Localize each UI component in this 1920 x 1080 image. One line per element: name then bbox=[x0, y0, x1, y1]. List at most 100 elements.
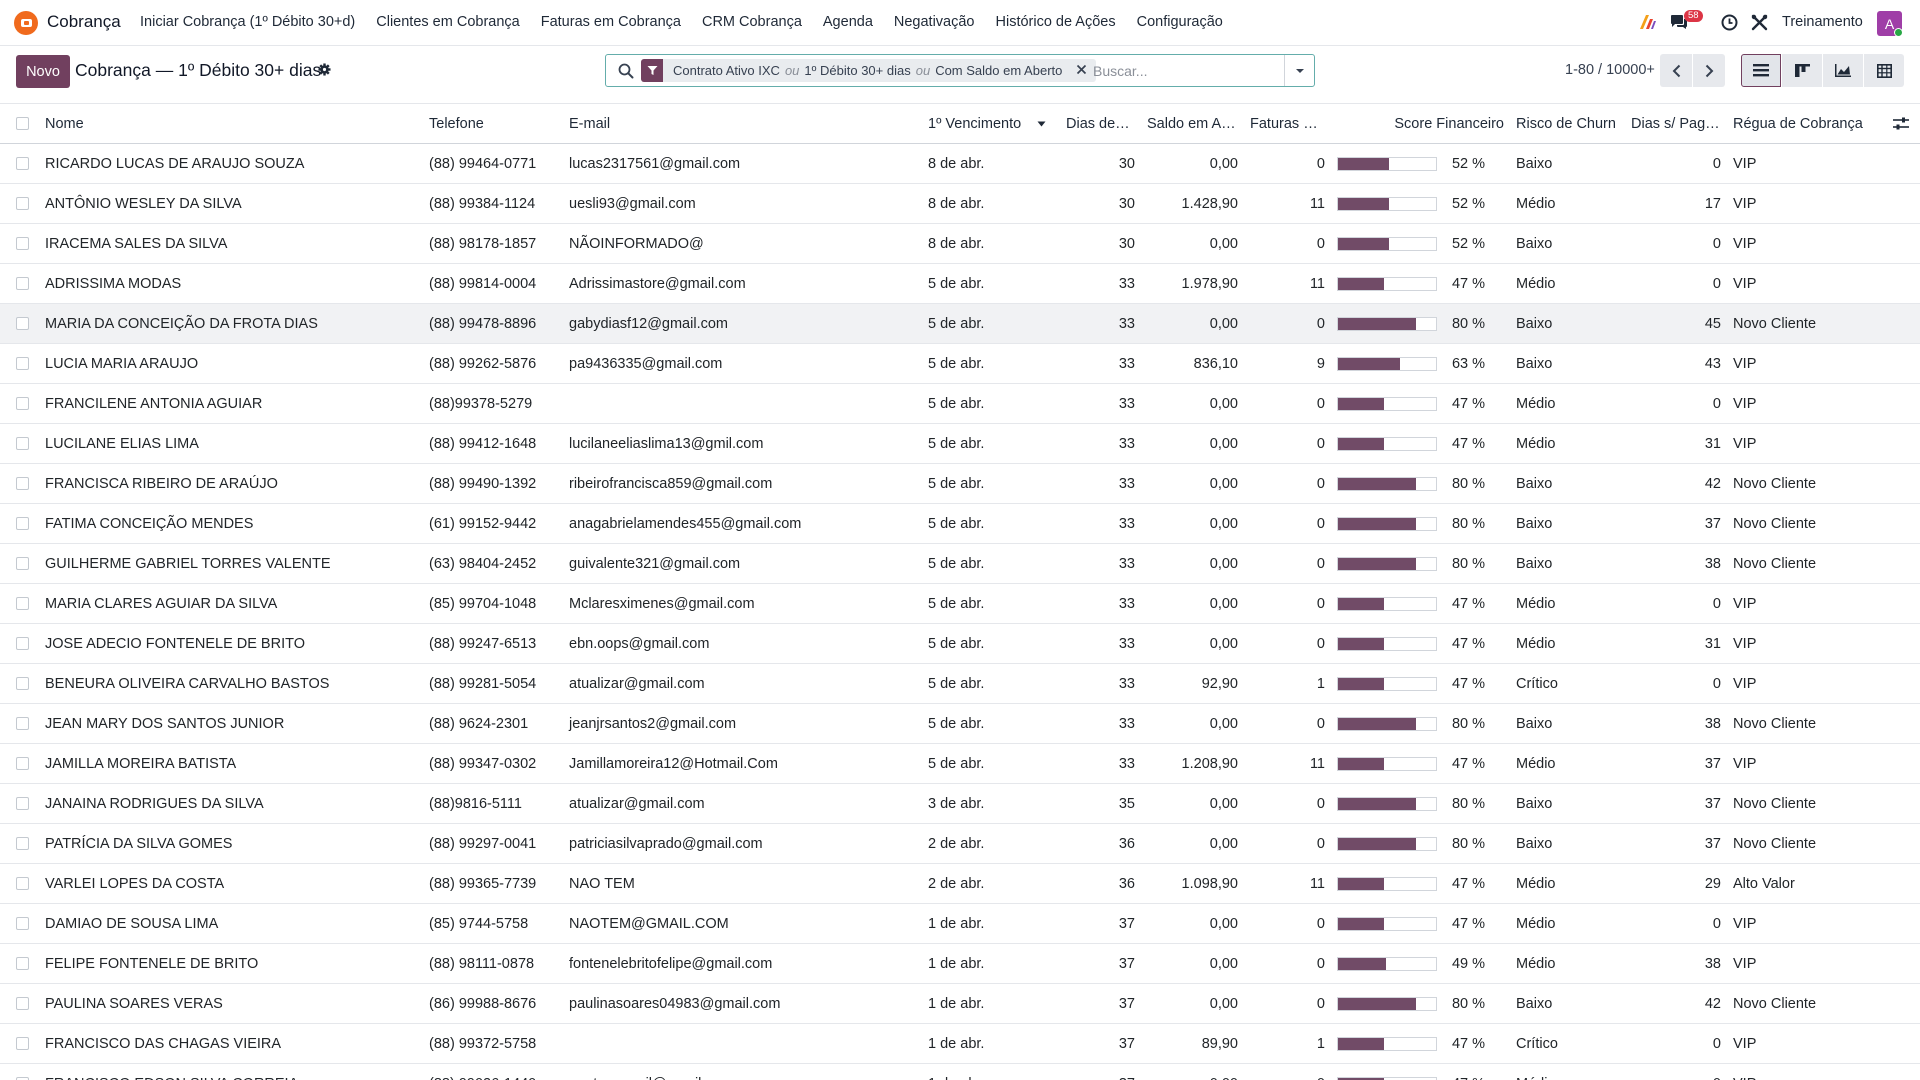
menu-item-iniciar-cobranca[interactable]: Iniciar Cobrança (1º Débito 30+d) bbox=[140, 14, 356, 30]
search-options-toggle[interactable] bbox=[1284, 55, 1314, 86]
table-row[interactable]: FATIMA CONCEIÇÃO MENDES (61) 99152-9442 an… bbox=[0, 504, 1920, 544]
row-select-cell[interactable] bbox=[0, 1064, 39, 1080]
table-row[interactable]: PATRÍCIA DA SILVA GOMES (88) 99297-0041 pa… bbox=[0, 824, 1920, 864]
row-select-cell[interactable] bbox=[0, 904, 39, 944]
row-select-cell[interactable] bbox=[0, 624, 39, 664]
menu-item-configuracao[interactable]: Configuração bbox=[1136, 14, 1223, 30]
table-row[interactable]: BENEURA OLIVEIRA CARVALHO BASTOS (88) 992… bbox=[0, 664, 1920, 704]
ai-icon[interactable] bbox=[1638, 12, 1658, 32]
row-checkbox[interactable] bbox=[16, 397, 29, 410]
row-checkbox[interactable] bbox=[16, 717, 29, 730]
table-row[interactable]: JEAN MARY DOS SANTOS JUNIOR (88) 9624-230… bbox=[0, 704, 1920, 744]
table-row[interactable]: ADRISSIMA MODAS (88) 99814-0004 Adrissimas… bbox=[0, 264, 1920, 304]
table-row[interactable]: FRANCISCO DAS CHAGAS VIEIRA (88) 99372-57… bbox=[0, 1024, 1920, 1064]
row-select-cell[interactable] bbox=[0, 584, 39, 624]
row-checkbox[interactable] bbox=[16, 437, 29, 450]
table-row[interactable]: MARIA DA CONCEIÇÃO DA FROTA DIAS (88) 994… bbox=[0, 303, 1920, 344]
row-checkbox[interactable] bbox=[16, 917, 29, 930]
table-row[interactable]: FRANCISCO EDSON SILVA CORREIA(88) 99026-… bbox=[0, 1064, 1920, 1080]
row-select-cell[interactable] bbox=[0, 1024, 39, 1064]
tools-icon[interactable] bbox=[1751, 14, 1768, 31]
row-select-cell[interactable] bbox=[0, 384, 39, 424]
menu-item-clientes-em-cobranca[interactable]: Clientes em Cobrança bbox=[376, 14, 520, 30]
column-header-name[interactable]: Nome bbox=[39, 103, 423, 144]
menu-item-negativacao[interactable]: Negativação bbox=[893, 14, 975, 30]
pivot-view-button[interactable] bbox=[1864, 54, 1904, 87]
row-checkbox[interactable] bbox=[16, 997, 29, 1010]
table-row[interactable]: MARIA CLARES AGUIAR DA SILVA (85) 99704-1… bbox=[0, 584, 1920, 624]
search-icon[interactable] bbox=[618, 63, 634, 79]
table-row[interactable]: FELIPE FONTENELE DE BRITO (88) 98111-0878… bbox=[0, 944, 1920, 984]
row-select-cell[interactable] bbox=[0, 184, 39, 224]
row-checkbox[interactable] bbox=[16, 797, 29, 810]
table-row[interactable]: JOSE ADECIO FONTENELE DE BRITO (88) 99247… bbox=[0, 624, 1920, 664]
select-all-checkbox[interactable] bbox=[16, 117, 29, 130]
row-select-cell[interactable] bbox=[0, 864, 39, 904]
menu-item-crm-cobranca[interactable]: CRM Cobrança bbox=[701, 14, 802, 30]
column-header-balance[interactable]: Saldo em Aberto bbox=[1141, 103, 1244, 144]
row-select-cell[interactable] bbox=[0, 984, 39, 1024]
column-header-invoices[interactable]: Faturas em aberto bbox=[1244, 103, 1331, 144]
column-header-email[interactable]: E-mail bbox=[563, 103, 922, 144]
column-header-rule[interactable]: Régua de Cobrança bbox=[1727, 103, 1920, 144]
table-row[interactable]: JAMILLA MOREIRA BATISTA (88) 99347-0302 Ja… bbox=[0, 744, 1920, 784]
row-select-cell[interactable] bbox=[0, 224, 39, 264]
company-name[interactable]: Treinamento bbox=[1782, 14, 1863, 30]
row-checkbox[interactable] bbox=[16, 597, 29, 610]
table-row[interactable]: ANTÔNIO WESLEY DA SILVA (88) 99384-1124 ue… bbox=[0, 184, 1920, 224]
column-header-score[interactable]: Score Financeiro bbox=[1331, 103, 1510, 144]
row-select-cell[interactable] bbox=[0, 744, 39, 784]
row-select-cell[interactable] bbox=[0, 464, 39, 504]
clock-icon[interactable] bbox=[1721, 14, 1738, 31]
column-header-phone[interactable]: Telefone bbox=[423, 103, 563, 144]
table-row[interactable]: GUILHERME GABRIEL TORRES VALENTE (63) 984… bbox=[0, 544, 1920, 584]
row-checkbox[interactable] bbox=[16, 1077, 29, 1080]
row-select-cell[interactable] bbox=[0, 824, 39, 864]
search-input[interactable] bbox=[1093, 61, 1273, 81]
row-select-cell[interactable] bbox=[0, 944, 39, 984]
row-select-cell[interactable] bbox=[0, 704, 39, 744]
menu-item-faturas-em-cobranca[interactable]: Faturas em Cobrança bbox=[540, 14, 681, 30]
app-name[interactable]: Cobrança bbox=[47, 12, 121, 31]
row-checkbox[interactable] bbox=[16, 517, 29, 530]
row-checkbox[interactable] bbox=[16, 317, 29, 330]
table-row[interactable]: FRANCILENE ANTONIA AGUIAR (88)99378-5279 5… bbox=[0, 384, 1920, 424]
row-checkbox[interactable] bbox=[16, 557, 29, 570]
table-row[interactable]: FRANCISCA RIBEIRO DE ARAÚJO (88) 99490-13… bbox=[0, 464, 1920, 504]
row-checkbox[interactable] bbox=[16, 677, 29, 690]
table-row[interactable]: VARLEI LOPES DA COSTA (88) 99365-7739 NAO … bbox=[0, 864, 1920, 904]
menu-item-historico-acoes[interactable]: Histórico de Ações bbox=[995, 14, 1116, 30]
row-checkbox[interactable] bbox=[16, 357, 29, 370]
row-checkbox[interactable] bbox=[16, 637, 29, 650]
select-all-cell[interactable] bbox=[0, 103, 39, 144]
gear-icon[interactable] bbox=[318, 63, 331, 76]
filter-facet[interactable]: Contrato Ativo IXC ou 1º Débito 30+ dias ou… bbox=[641, 59, 1096, 82]
kanban-view-button[interactable] bbox=[1782, 54, 1822, 87]
row-select-cell[interactable] bbox=[0, 784, 39, 824]
row-checkbox[interactable] bbox=[16, 197, 29, 210]
chat-icon[interactable] bbox=[1670, 14, 1688, 30]
column-header-due[interactable]: 1º Vencimento bbox=[922, 103, 1060, 144]
row-select-cell[interactable] bbox=[0, 144, 39, 184]
row-checkbox[interactable] bbox=[16, 837, 29, 850]
row-select-cell[interactable] bbox=[0, 664, 39, 704]
column-header-days-without-payment[interactable]: Dias s/ Pagamento bbox=[1625, 103, 1727, 144]
row-checkbox[interactable] bbox=[16, 237, 29, 250]
row-checkbox[interactable] bbox=[16, 957, 29, 970]
row-select-cell[interactable] bbox=[0, 504, 39, 544]
row-select-cell[interactable] bbox=[0, 344, 39, 384]
table-row[interactable]: DAMIAO DE SOUSA LIMA (85) 9744-5758 NAOTEM… bbox=[0, 904, 1920, 944]
app-logo-icon[interactable] bbox=[14, 11, 38, 35]
row-select-cell[interactable] bbox=[0, 264, 39, 304]
row-checkbox[interactable] bbox=[16, 157, 29, 170]
row-checkbox[interactable] bbox=[16, 1037, 29, 1050]
column-header-days[interactable]: Dias desde o vencimento bbox=[1060, 103, 1141, 144]
list-view-button[interactable] bbox=[1741, 54, 1781, 87]
table-row[interactable]: LUCILANE ELIAS LIMA (88) 99412-1648 lucila… bbox=[0, 424, 1920, 464]
table-row[interactable]: PAULINA SOARES VERAS (86) 99988-8676 pauli… bbox=[0, 984, 1920, 1024]
new-button[interactable]: Novo bbox=[16, 55, 70, 88]
row-checkbox[interactable] bbox=[16, 757, 29, 770]
row-select-cell[interactable] bbox=[0, 544, 39, 584]
row-checkbox[interactable] bbox=[16, 277, 29, 290]
column-header-churn[interactable]: Risco de Churn bbox=[1510, 103, 1625, 144]
